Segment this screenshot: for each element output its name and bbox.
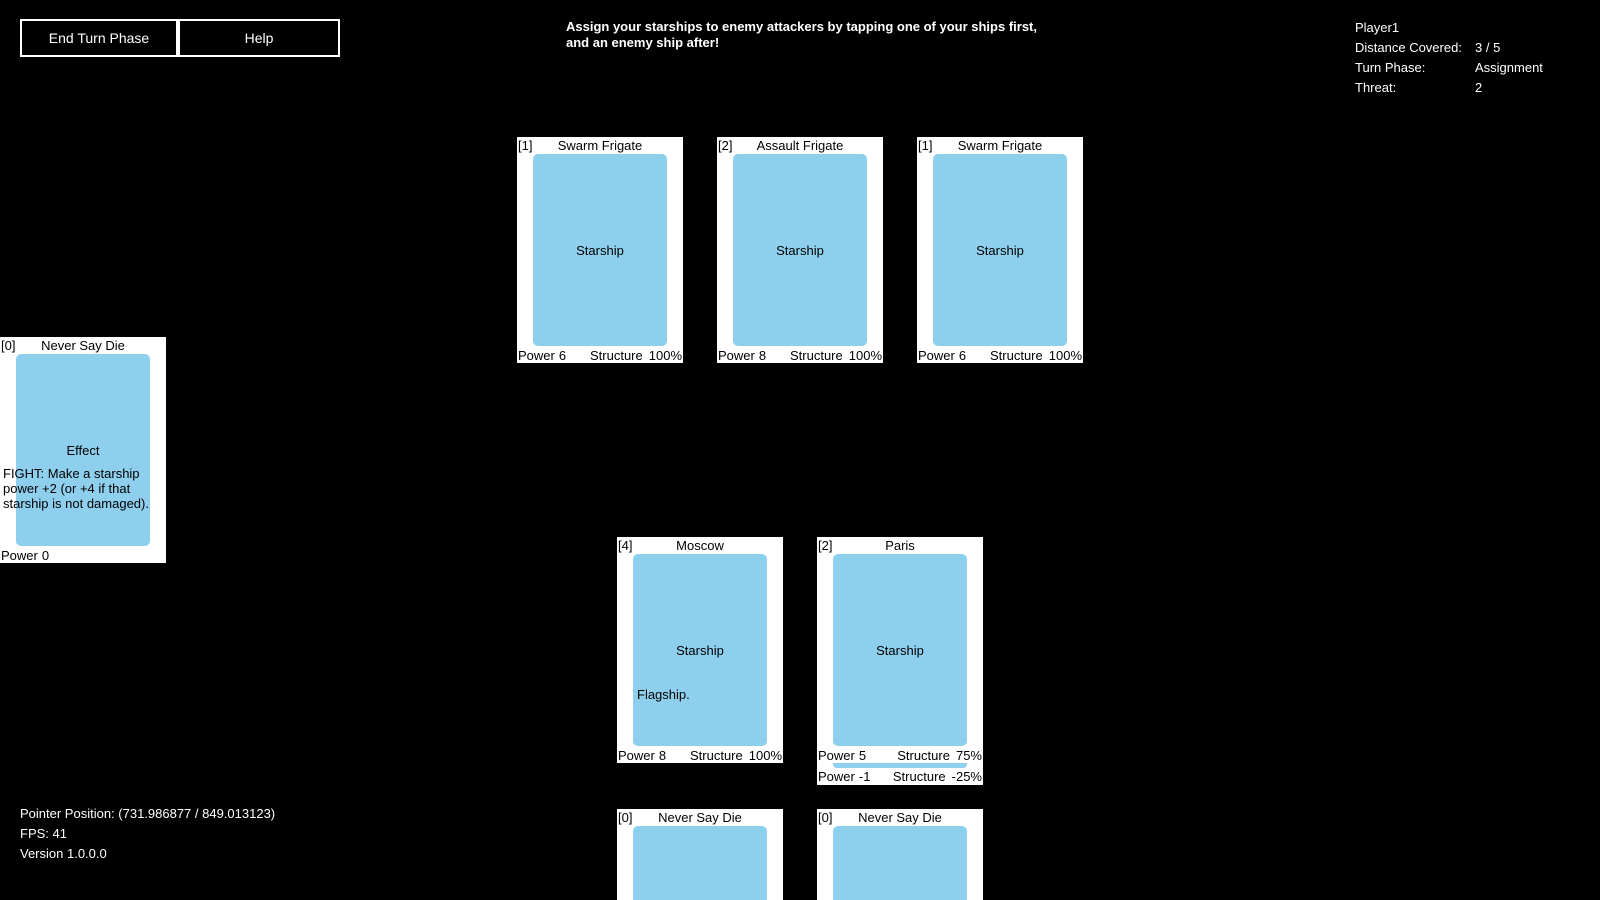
- card-structure: Structure 100%: [990, 348, 1082, 363]
- attached-modifier-row[interactable]: Power -1 Structure -25%: [817, 763, 983, 785]
- card-structure: Structure 100%: [790, 348, 882, 363]
- debug-info: Pointer Position: (731.986877 / 849.0131…: [20, 804, 275, 864]
- card-power: Power 8: [618, 748, 667, 763]
- card-cost: [2]: [718, 138, 733, 153]
- card-art: [833, 826, 967, 900]
- card-power: Power 6: [918, 348, 967, 363]
- phase-label: Turn Phase:: [1355, 60, 1426, 75]
- threat-label: Threat:: [1355, 80, 1397, 95]
- card-name: Moscow: [676, 538, 724, 553]
- card-power: Power 8: [718, 348, 767, 363]
- card-art: Starship: [733, 154, 867, 346]
- card-structure: Structure 100%: [690, 748, 782, 763]
- card-cost: [4]: [618, 538, 633, 553]
- card-name: Never Say Die: [858, 810, 942, 825]
- card-cost: [0]: [818, 810, 833, 825]
- card-type: Starship: [776, 243, 824, 258]
- card-cost: [2]: [818, 538, 833, 553]
- card-structure: Structure 100%: [590, 348, 682, 363]
- card-type: Effect: [66, 443, 100, 458]
- end-turn-phase-button[interactable]: End Turn Phase: [20, 19, 178, 57]
- card-name: Never Say Die: [658, 810, 742, 825]
- distance-row: Distance Covered: 3 / 5: [1355, 38, 1585, 58]
- enemy-card[interactable]: [1] Swarm Frigate Starship Power 6 Struct…: [917, 137, 1083, 363]
- card-text: FIGHT: Make a starship power +2 (or +4 i…: [3, 466, 149, 511]
- distance-label: Distance Covered:: [1355, 40, 1462, 55]
- card-cost: [1]: [918, 138, 933, 153]
- card-type: Starship: [576, 243, 624, 258]
- card-art: Starship: [633, 554, 767, 746]
- card-cost: [0]: [1, 338, 16, 353]
- card-art: [633, 826, 767, 900]
- card-type: Starship: [876, 643, 924, 658]
- instructions-text: Assign your starships to enemy attackers…: [566, 19, 1037, 50]
- card-type: Starship: [976, 243, 1024, 258]
- modifier-power: Power -1: [818, 769, 871, 784]
- distance-value: 3 / 5: [1475, 40, 1501, 55]
- card-name: Never Say Die: [41, 338, 125, 353]
- card-name: Swarm Frigate: [557, 138, 643, 153]
- enemy-card[interactable]: [1] Swarm Frigate Starship Power 6 Struct…: [517, 137, 683, 363]
- card-name: Swarm Frigate: [957, 138, 1043, 153]
- phase-value: Assignment: [1475, 60, 1543, 75]
- card-name: Assault Frigate: [756, 138, 844, 153]
- effect-card[interactable]: [0] Never Say Die Effect FIGHT: Make a s…: [0, 337, 166, 563]
- card-cost: [1]: [518, 138, 533, 153]
- player-name: Player1: [1355, 20, 1400, 35]
- player-card[interactable]: [4] Moscow Starship Flagship. Power 8 Str…: [617, 537, 783, 763]
- card-art: Starship: [833, 554, 967, 746]
- hand-card[interactable]: [0] Never Say Die: [817, 809, 983, 900]
- threat-value: 2: [1475, 80, 1483, 95]
- card-power: Power 0: [1, 548, 50, 563]
- status-panel: Player1 Distance Covered: 3 / 5 Turn Pha…: [1355, 18, 1585, 98]
- card-art: Effect: [16, 354, 150, 546]
- card-cost: [0]: [618, 810, 633, 825]
- threat-row: Threat: 2: [1355, 78, 1585, 98]
- card-power: Power 5: [818, 748, 867, 763]
- player-card[interactable]: [2] Paris Starship Power 5 Structure 75%: [817, 537, 983, 763]
- card-type: Starship: [676, 643, 724, 658]
- fps-counter: FPS: 41: [20, 826, 67, 841]
- card-text: Flagship.: [637, 687, 690, 702]
- pointer-position: Pointer Position: (731.986877 / 849.0131…: [20, 806, 276, 821]
- card-art: Starship: [933, 154, 1067, 346]
- hand-card[interactable]: [0] Never Say Die: [617, 809, 783, 900]
- card-structure: Structure 75%: [897, 748, 982, 763]
- modifier-structure: Structure -25%: [892, 769, 982, 784]
- attached-card-edge: [833, 763, 967, 768]
- card-power: Power 6: [518, 348, 567, 363]
- phase-row: Turn Phase: Assignment: [1355, 58, 1585, 78]
- enemy-card[interactable]: [2] Assault Frigate Starship Power 8 Stru…: [717, 137, 883, 363]
- card-art: Starship: [533, 154, 667, 346]
- version-label: Version 1.0.0.0: [20, 846, 107, 861]
- help-button[interactable]: Help: [178, 19, 340, 57]
- card-name: Paris: [885, 538, 915, 553]
